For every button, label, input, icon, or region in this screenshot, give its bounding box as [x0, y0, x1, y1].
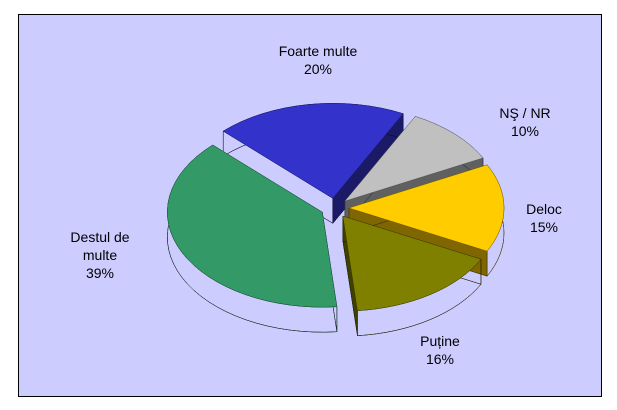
- value-label: 10%: [510, 123, 540, 139]
- value-label: 20%: [303, 61, 333, 77]
- slice: [167, 144, 338, 308]
- slice: [348, 164, 505, 252]
- value-label: 16%: [425, 351, 455, 367]
- slice: [222, 103, 404, 199]
- category-label: Deloc: [526, 201, 562, 217]
- slice-label: Deloc 15%: [504, 200, 584, 236]
- slice-label: Puține 16%: [400, 332, 480, 368]
- category-label: Destul de multe: [70, 229, 130, 263]
- category-label: Puține: [420, 333, 460, 349]
- slice: [342, 215, 482, 311]
- category-label: Foarte multe: [278, 43, 358, 59]
- slice-label: Foarte multe 20%: [248, 42, 388, 78]
- value-label: 39%: [85, 265, 115, 281]
- slice: [344, 116, 484, 202]
- slice-label: NŞ / NR 10%: [480, 104, 570, 140]
- value-label: 15%: [529, 219, 559, 235]
- slice-label: Destul de multe 39%: [55, 228, 145, 282]
- category-label: NŞ / NR: [499, 105, 551, 121]
